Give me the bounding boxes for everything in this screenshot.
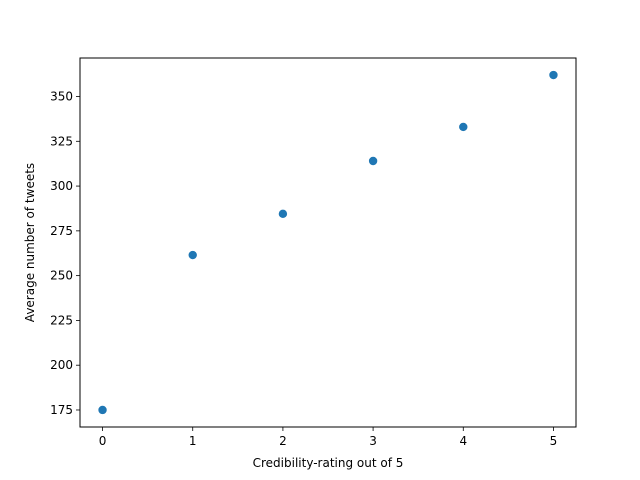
x-axis-ticks: 0 1 2 3 4 5 <box>99 427 558 448</box>
x-tick-label: 5 <box>550 434 558 448</box>
y-tick-label: 200 <box>50 358 73 372</box>
x-tick-label: 4 <box>459 434 467 448</box>
plot-area <box>98 70 558 415</box>
y-tick-label: 325 <box>50 134 73 148</box>
y-tick-label: 225 <box>50 313 73 327</box>
y-axis-label: Average number of tweets <box>23 163 37 322</box>
data-point <box>98 405 107 415</box>
data-point <box>278 209 288 219</box>
x-tick-label: 2 <box>279 434 287 448</box>
x-tick-label: 1 <box>189 434 197 448</box>
x-tick-label: 0 <box>99 434 107 448</box>
x-tick-label: 3 <box>369 434 377 448</box>
y-tick-label: 350 <box>50 90 73 104</box>
data-point <box>459 122 468 132</box>
x-axis-label: Credibility-rating out of 5 <box>253 456 404 470</box>
data-point <box>188 250 197 260</box>
y-axis-ticks: 175 200 225 250 275 300 325 350 <box>50 90 80 417</box>
y-tick-label: 300 <box>50 179 73 193</box>
axes-frame <box>79 57 577 428</box>
data-point <box>368 156 378 166</box>
data-point <box>549 70 558 80</box>
y-tick-label: 275 <box>50 224 73 238</box>
y-tick-label: 175 <box>50 403 73 417</box>
y-tick-label: 250 <box>50 269 73 283</box>
